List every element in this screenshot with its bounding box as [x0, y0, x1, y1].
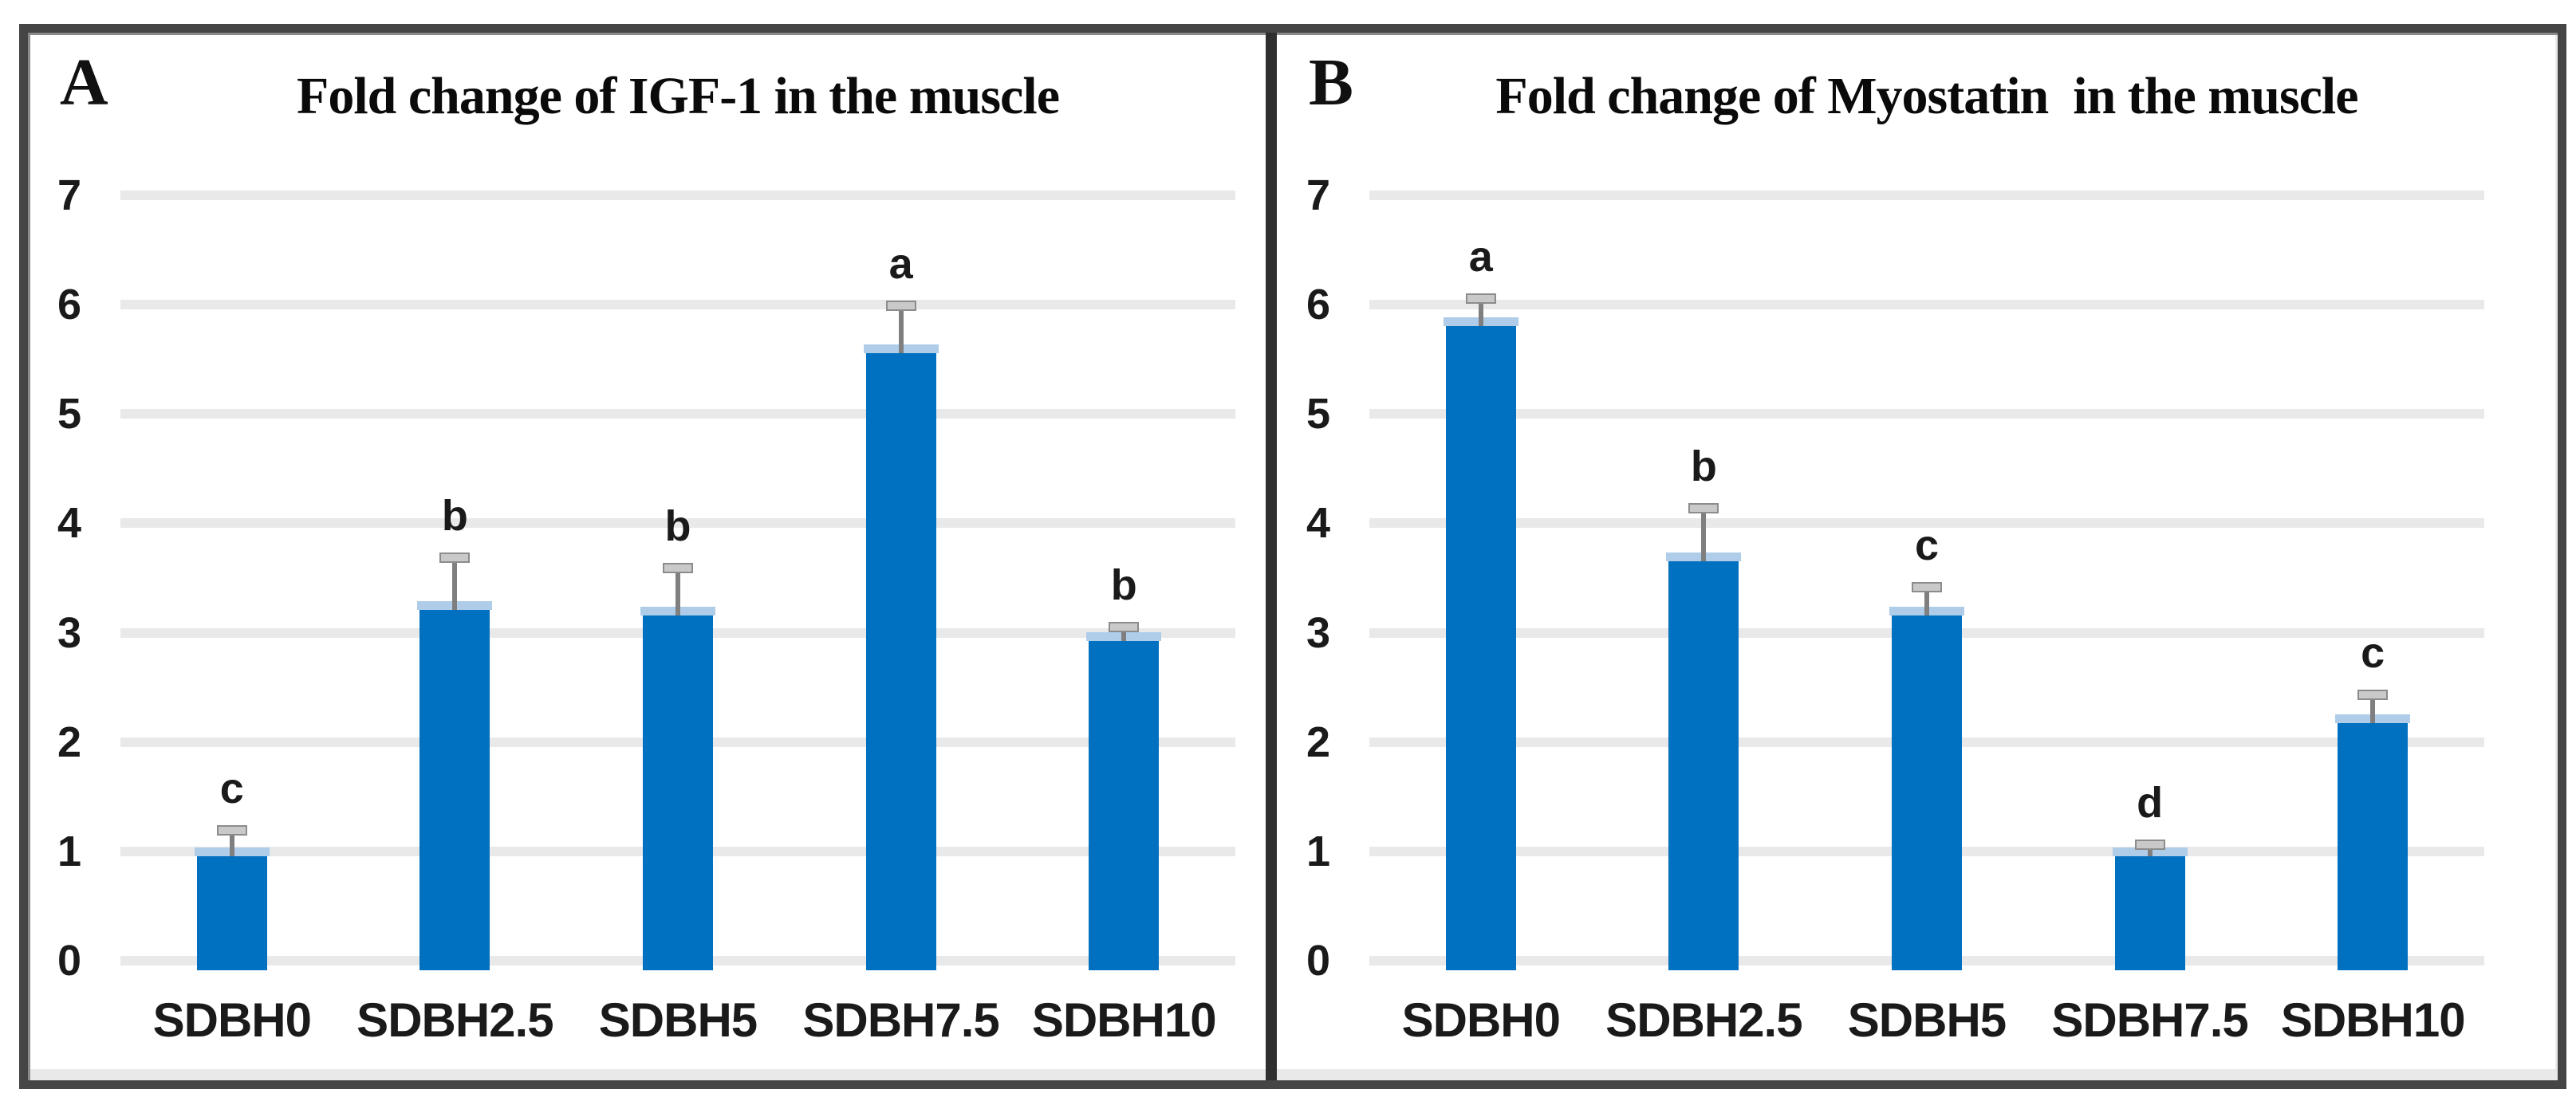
y-tick-label: 7 [1306, 171, 1331, 220]
error-cap [439, 552, 471, 563]
sig-letter: d [2137, 779, 2164, 828]
error-cap [885, 301, 916, 312]
x-category-label: SDBH10 [1031, 993, 1217, 1047]
error-cap [2134, 840, 2165, 851]
panel-title: Fold change of Myostatin in the muscle [1495, 67, 2358, 125]
sig-letter: b [664, 502, 691, 551]
bar [2338, 718, 2409, 970]
error-bar [1478, 297, 1483, 326]
figure-frame: A Fold change of IGF-1 in the muscle 0 1 2… [19, 24, 2566, 1089]
gridline [120, 409, 1235, 419]
x-category-label: SDBH7.5 [802, 993, 999, 1047]
sig-letter: c [219, 765, 244, 813]
panel-letter: A [60, 45, 108, 120]
panel-divider [1266, 33, 1277, 1080]
bar [196, 851, 267, 970]
bar [2114, 851, 2185, 970]
gridline [120, 518, 1235, 529]
error-cap [1912, 581, 1942, 592]
panel-letter: B [1309, 45, 1354, 120]
error-bar [898, 305, 904, 353]
plot-area: 0 1 2 3 4 5 6 7 c SDBH0 b SDBH2.5 b SDBH5 a SDBH7.5 b SDB… [28, 33, 1266, 1080]
y-tick-label: 5 [57, 390, 82, 438]
plot-area: 0 1 2 3 4 5 6 7 a SDBH0 b SDBH2.5 c SDBH5 d SDBH7.5 c SDB… [1277, 33, 2558, 1080]
sig-letter: a [1468, 232, 1493, 281]
x-category-label: SDBH5 [598, 993, 758, 1047]
sig-letter: a [888, 240, 913, 289]
y-tick-label: 6 [1306, 281, 1331, 329]
bar [1892, 611, 1962, 970]
y-tick-label: 2 [1306, 718, 1331, 766]
sig-letter: b [1690, 442, 1717, 490]
x-category-label: SDBH0 [152, 993, 312, 1047]
y-tick-label: 5 [1306, 390, 1331, 438]
error-bar [676, 567, 680, 616]
y-tick-label: 2 [57, 718, 82, 766]
x-category-label: SDBH10 [2280, 993, 2466, 1047]
y-tick-label: 1 [57, 827, 82, 875]
bar [1089, 635, 1160, 970]
x-category-label: SDBH2.5 [356, 993, 553, 1047]
error-bar [452, 556, 458, 611]
bar [1668, 556, 1739, 970]
x-category-label: SDBH2.5 [1605, 993, 1802, 1047]
error-bar [229, 829, 234, 856]
gridline [1369, 518, 2484, 529]
error-bar [1121, 626, 1127, 641]
error-bar [2370, 694, 2376, 723]
panel-title: Fold change of IGF-1 in the muscle [297, 67, 1060, 125]
y-tick-label: 0 [57, 937, 82, 985]
y-tick-label: 6 [57, 281, 82, 329]
error-bar [1924, 585, 1929, 616]
panel-a: A Fold change of IGF-1 in the muscle 0 1 2… [28, 33, 1266, 1080]
y-tick-label: 4 [1306, 499, 1331, 548]
bar [865, 348, 936, 970]
y-tick-label: 0 [1306, 937, 1331, 985]
error-cap [1465, 293, 1496, 304]
error-cap [2357, 690, 2389, 701]
gridline [120, 300, 1235, 310]
gridline [1369, 409, 2484, 419]
error-bar [1701, 506, 1707, 561]
y-tick-label: 4 [57, 499, 82, 548]
gridline [1369, 191, 2484, 201]
y-tick-label: 7 [57, 171, 82, 220]
bar [643, 611, 713, 970]
y-tick-label: 1 [1306, 827, 1331, 875]
error-cap [216, 825, 247, 836]
bar [419, 605, 490, 970]
sig-letter: b [441, 491, 468, 540]
panel-b: B Fold change of Myostatin in the muscle… [1277, 33, 2558, 1080]
error-cap [1688, 502, 1719, 513]
sig-letter: c [2361, 629, 2385, 678]
x-category-label: SDBH7.5 [2051, 993, 2248, 1047]
y-tick-label: 3 [57, 608, 82, 657]
gridline [120, 191, 1235, 201]
error-cap [1109, 622, 1140, 633]
x-category-label: SDBH5 [1847, 993, 2007, 1047]
gridline [1369, 300, 2484, 310]
error-cap [663, 563, 693, 574]
bar [1445, 321, 1516, 970]
x-category-label: SDBH0 [1401, 993, 1561, 1047]
sig-letter: c [1914, 521, 1940, 569]
sig-letter: b [1110, 561, 1137, 610]
y-tick-label: 3 [1306, 608, 1331, 657]
